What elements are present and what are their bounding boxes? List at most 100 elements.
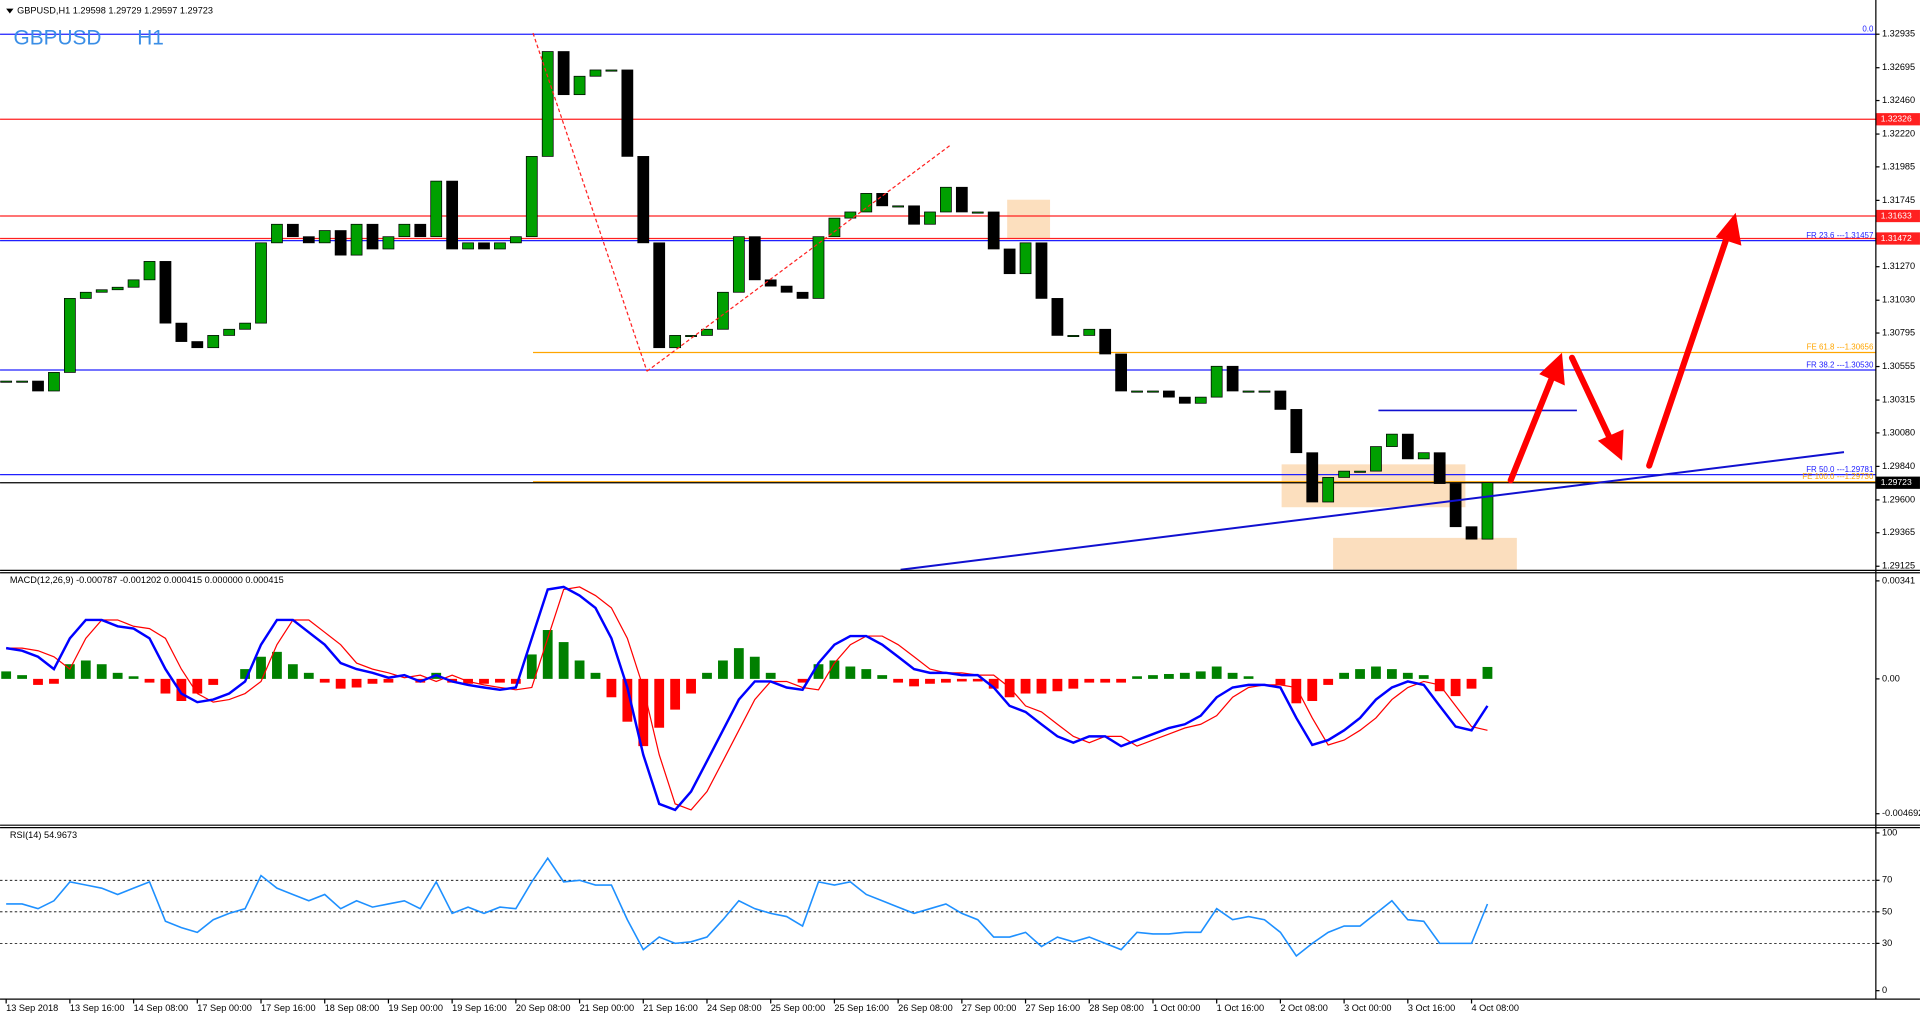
histogram-bar — [49, 678, 59, 684]
candle-body — [796, 291, 809, 299]
candle-body — [95, 289, 108, 293]
histogram-bar — [1402, 672, 1413, 679]
histogram-bar — [893, 678, 904, 683]
arrow-head — [1539, 352, 1565, 386]
x-tick-label: 18 Sep 08:00 — [325, 1003, 380, 1013]
histogram-bar — [1036, 678, 1047, 694]
candle-body — [1083, 328, 1096, 336]
x-tick-label: 3 Oct 00:00 — [1344, 1003, 1391, 1013]
arrow — [1646, 232, 1731, 469]
candle-body — [1306, 452, 1319, 503]
x-tick-label: 27 Sep 16:00 — [1026, 1003, 1081, 1013]
histogram-bar — [303, 672, 314, 679]
histogram-bar — [1116, 678, 1127, 683]
candle-body — [32, 380, 44, 392]
histogram-bar — [972, 678, 983, 682]
histogram-bar — [80, 660, 91, 679]
histogram-bar — [574, 660, 585, 679]
histogram-bar — [144, 678, 155, 683]
histogram-bar — [877, 675, 888, 679]
candle-body — [589, 69, 602, 77]
candle-body — [334, 230, 347, 256]
candle-body — [1242, 390, 1255, 393]
histogram-bar — [208, 678, 219, 685]
candle-body — [541, 51, 554, 157]
candle-body — [1210, 365, 1223, 398]
candle-body — [398, 223, 411, 238]
candle-body — [987, 211, 1000, 250]
candle-body — [271, 223, 283, 244]
histogram-bar — [1323, 678, 1334, 685]
candle-body — [1019, 242, 1032, 275]
candle-body — [1449, 483, 1462, 528]
histogram-bar — [749, 656, 760, 679]
y-tick-label: 70 — [1882, 875, 1892, 885]
histogram-bar — [1084, 678, 1095, 683]
candle-body — [1370, 446, 1382, 472]
y-tick-label: -0.004692 — [1882, 808, 1920, 818]
arrow-head — [1597, 429, 1624, 461]
x-tick-label: 20 Sep 08:00 — [516, 1003, 571, 1013]
histogram-bar — [510, 678, 521, 684]
candle-body — [494, 242, 506, 250]
histogram-bar — [495, 678, 505, 683]
candle-body — [111, 286, 124, 291]
price-tag-label: 1.32326 — [1881, 114, 1912, 124]
candle-body — [430, 180, 443, 238]
histogram-bar — [272, 651, 282, 679]
x-tick-label: 17 Sep 16:00 — [261, 1003, 316, 1013]
x-tick-label: 21 Sep 00:00 — [580, 1003, 635, 1013]
candle-body — [1163, 390, 1175, 398]
histogram-bar — [1052, 678, 1063, 692]
zone — [1007, 199, 1051, 239]
candle-body — [478, 242, 490, 250]
level-label: 0.0 — [1862, 24, 1874, 33]
histogram-bar — [1355, 669, 1365, 679]
histogram-bar — [622, 678, 633, 722]
y-tick-label: 50 — [1882, 906, 1892, 916]
histogram-bar — [813, 664, 824, 679]
candle-body — [1417, 452, 1430, 460]
candle-body — [1258, 390, 1271, 393]
histogram-bar — [845, 666, 856, 679]
price-tag — [1875, 232, 1920, 245]
histogram-bar — [351, 678, 362, 688]
histogram-bar — [1179, 672, 1190, 679]
x-tick-label: 13 Sep 2018 — [6, 1003, 58, 1013]
histogram-bar — [797, 678, 808, 683]
trend-line — [900, 451, 1845, 571]
level-label: FE 61.8 ---1.30656 — [1807, 343, 1874, 352]
candle-body — [286, 223, 299, 238]
histogram-bar — [526, 654, 537, 679]
candle-body — [191, 341, 204, 349]
candle-body — [924, 211, 936, 225]
candle-body — [621, 69, 634, 157]
price-tag — [1875, 209, 1920, 223]
histogram-bar — [733, 648, 744, 679]
main-line — [5, 585, 1489, 812]
histogram-bar — [64, 664, 75, 679]
price-tag — [1875, 113, 1920, 126]
level-label: FR 23.6 ---1.31457 — [1806, 231, 1874, 240]
candle-body — [143, 261, 156, 281]
candle-body — [1147, 390, 1159, 393]
arrow-head — [1715, 212, 1742, 246]
candle-body — [780, 285, 793, 293]
y-tick-label: 1.29840 — [1882, 461, 1915, 471]
histogram-bar — [829, 660, 840, 679]
histogram-bar — [941, 678, 951, 683]
histogram-bar — [17, 675, 27, 679]
price-tag-label: 1.31472 — [1881, 233, 1912, 243]
histogram-bar — [1450, 678, 1461, 697]
y-tick-label: 1.31985 — [1882, 161, 1915, 171]
histogram-bar — [176, 678, 187, 702]
candle-body — [1338, 470, 1350, 478]
candle-body — [0, 380, 13, 383]
histogram-bar — [1466, 678, 1477, 689]
histogram-bar — [590, 672, 601, 679]
y-tick-label: 1.30080 — [1882, 427, 1915, 437]
candle-body — [79, 291, 92, 299]
histogram-bar — [1, 671, 12, 679]
y-tick-label: 1.31030 — [1882, 295, 1915, 305]
